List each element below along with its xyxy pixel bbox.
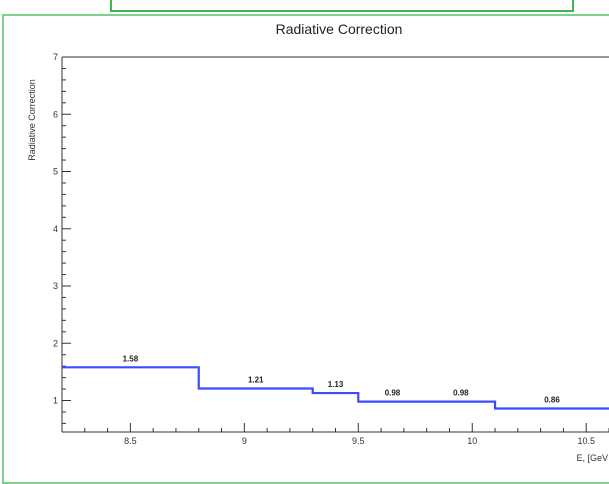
- chart-title: Radiative Correction: [276, 21, 403, 37]
- x-tick-label: 10.5: [577, 436, 595, 446]
- x-axis-label: E, [GeV: [576, 453, 608, 463]
- bin-value-label: 0.98: [385, 389, 401, 398]
- bin-value-label: 1.13: [328, 380, 344, 389]
- y-tick-label: 6: [53, 109, 58, 119]
- x-tick-label: 9: [242, 436, 247, 446]
- x-tick-label: 8.5: [124, 436, 137, 446]
- y-tick-label: 7: [53, 52, 58, 62]
- bin-value-label: 0.98: [453, 389, 469, 398]
- step-series-path: [62, 366, 609, 410]
- data-labels: 1.58 1.21 1.13 0.98 0.98 0.86: [123, 354, 561, 404]
- axes: [61, 56, 609, 433]
- bin-value-label: 0.86: [544, 396, 560, 405]
- y-tick-label: 3: [53, 281, 58, 291]
- bin-value-label: 1.21: [248, 375, 264, 384]
- y-tick-label: 4: [53, 224, 58, 234]
- step-chart: Radiative Correction Radiative Correctio…: [27, 21, 609, 463]
- x-tick-label: 10: [467, 436, 477, 446]
- y-tick-label: 1: [53, 396, 58, 406]
- y-axis-label: Radiative Correction: [27, 79, 37, 161]
- series-line: [62, 366, 609, 410]
- y-tick-label: 5: [53, 167, 58, 177]
- bin-value-label: 1.58: [123, 354, 139, 363]
- x-tick-label: 9.5: [352, 436, 365, 446]
- y-tick-label: 2: [53, 338, 58, 348]
- ticks: 1 2 3 4 5 6 7 8.5 9 9.5 10 10.5: [53, 52, 609, 446]
- top-tab-outline: [110, 0, 574, 12]
